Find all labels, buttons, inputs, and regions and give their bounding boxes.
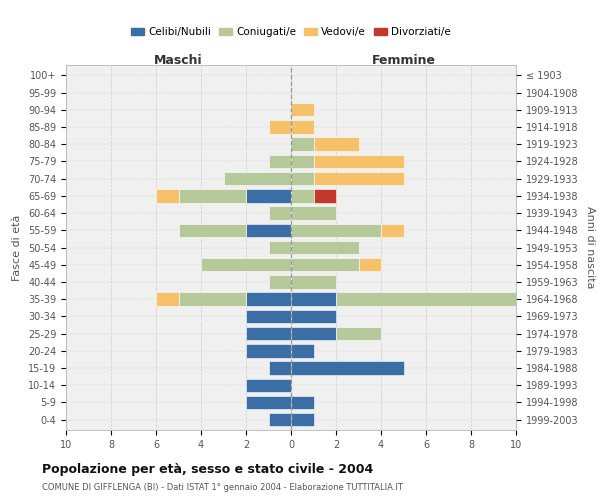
Bar <box>156 292 179 306</box>
Y-axis label: Fasce di età: Fasce di età <box>13 214 22 280</box>
Bar <box>291 396 314 409</box>
Bar <box>246 344 291 358</box>
Bar <box>269 362 291 374</box>
Bar <box>291 120 314 134</box>
Bar <box>336 292 516 306</box>
Bar <box>291 103 314 117</box>
Text: Femmine: Femmine <box>371 54 436 66</box>
Bar <box>314 138 359 151</box>
Bar <box>291 138 314 151</box>
Bar <box>223 172 291 186</box>
Bar <box>359 258 381 272</box>
Bar <box>179 224 246 237</box>
Bar <box>291 344 314 358</box>
Bar <box>291 413 314 426</box>
Bar <box>291 327 336 340</box>
Bar <box>246 292 291 306</box>
Bar <box>269 413 291 426</box>
Bar <box>314 154 404 168</box>
Bar <box>314 189 336 202</box>
Bar <box>246 327 291 340</box>
Bar <box>201 258 291 272</box>
Bar <box>269 206 291 220</box>
Bar <box>291 241 359 254</box>
Bar <box>381 224 404 237</box>
Y-axis label: Anni di nascita: Anni di nascita <box>585 206 595 289</box>
Bar <box>336 327 381 340</box>
Bar <box>269 120 291 134</box>
Text: Maschi: Maschi <box>154 54 203 66</box>
Bar <box>179 189 246 202</box>
Bar <box>156 189 179 202</box>
Text: COMUNE DI GIFFLENGA (BI) - Dati ISTAT 1° gennaio 2004 - Elaborazione TUTTITALIA.: COMUNE DI GIFFLENGA (BI) - Dati ISTAT 1°… <box>42 484 403 492</box>
Bar <box>246 378 291 392</box>
Bar <box>314 172 404 186</box>
Bar <box>246 310 291 323</box>
Bar <box>291 362 404 374</box>
Bar <box>179 292 246 306</box>
Bar <box>291 224 381 237</box>
Bar <box>246 224 291 237</box>
Bar <box>246 396 291 409</box>
Legend: Celibi/Nubili, Coniugati/e, Vedovi/e, Divorziati/e: Celibi/Nubili, Coniugati/e, Vedovi/e, Di… <box>127 23 455 41</box>
Bar <box>291 310 336 323</box>
Bar <box>269 154 291 168</box>
Bar <box>291 189 314 202</box>
Bar <box>291 258 359 272</box>
Bar <box>246 189 291 202</box>
Bar <box>291 292 336 306</box>
Text: Popolazione per età, sesso e stato civile - 2004: Popolazione per età, sesso e stato civil… <box>42 462 373 475</box>
Bar <box>291 154 314 168</box>
Bar <box>269 275 291 288</box>
Bar <box>291 275 336 288</box>
Bar <box>269 241 291 254</box>
Bar <box>291 206 336 220</box>
Bar <box>291 172 314 186</box>
